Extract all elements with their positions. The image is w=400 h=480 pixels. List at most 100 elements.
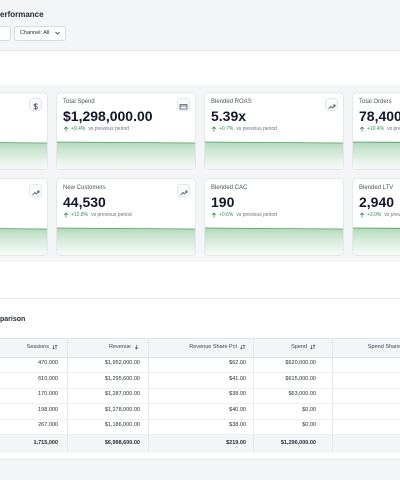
filter-label: Channel: All (20, 30, 50, 36)
kpi-value: $1,298,000.00 (63, 108, 153, 124)
table-cell: $1,295,600.00 (104, 375, 140, 382)
table-cell: $1,287,000.00 (104, 391, 140, 397)
kpi-card (0, 178, 48, 256)
column-header: Revenue Share Pct (189, 344, 246, 350)
kpi-change-row: +0.6% vs previous period (211, 212, 277, 218)
kpi-card: Blended ROAS 5.39x +0.7% vs previous period (204, 92, 344, 170)
sort-icon[interactable] (134, 344, 140, 350)
up-arrow (359, 212, 365, 218)
table-cell: $1,278,000.00 (104, 406, 140, 413)
page-title: erformance (0, 10, 44, 19)
table-cell: 470,000 (38, 360, 58, 366)
sort-icon[interactable] (240, 344, 246, 350)
kpi-card: Total Orders 78,400 +10.4%vs previous peri… (352, 92, 400, 170)
icon-box (177, 184, 190, 197)
kpi-value: 190 (211, 194, 235, 210)
kpi-change: +10.4% (367, 126, 385, 132)
header-bar (0, 0, 400, 51)
kpi-change: +3.0% (367, 212, 382, 218)
kpi-card: New Customers 44,530 +12.8% vs previous per… (56, 178, 196, 256)
kpi-note: vs previous period (236, 212, 277, 218)
kpi-change: +12.8% (71, 212, 89, 218)
kpi-change-row: +0.7% vs previous period (211, 126, 277, 132)
kpi-note: vs previous period (88, 126, 129, 132)
kpi-label: Blended LTV (359, 185, 394, 191)
table-panel (0, 298, 400, 460)
kpi-value: 5.39x (211, 108, 247, 124)
row-divider (0, 387, 400, 389)
sparkline (205, 141, 343, 169)
table-cell: $38.00 (229, 422, 246, 428)
column-divider (253, 338, 254, 452)
sort-icon[interactable] (310, 344, 316, 350)
sparkline (57, 141, 195, 169)
table-cell: 170,000 (38, 391, 58, 397)
column-divider (67, 338, 68, 452)
sparkline (205, 227, 343, 255)
icon-box (325, 98, 338, 111)
card-icon (180, 190, 188, 196)
table-cell: $38.00 (229, 391, 246, 397)
total-cell: $1,296,000.00 (280, 440, 316, 446)
kpi-change: +9.4% (71, 126, 86, 132)
table-cell: $0.00 (302, 422, 316, 428)
kpi-note: vs previous period (384, 212, 400, 218)
icon-box (29, 184, 42, 197)
column-divider (332, 338, 333, 452)
table-cell: $620,000.00 (285, 360, 316, 366)
up-arrow (63, 212, 69, 218)
up-arrow (211, 212, 217, 218)
kpi-change-row: +3.0%vs previous period (359, 212, 400, 218)
kpi-card: Blended LTV 2,940 +3.0%vs previous period (352, 178, 400, 256)
kpi-label: Blended ROAS (211, 99, 252, 105)
kpi-change-row: +9.4% vs previous period (63, 126, 129, 132)
kpi-card (0, 92, 48, 170)
kpi-label: Total Orders (359, 99, 392, 105)
column-label: Spend Share (367, 344, 400, 350)
chevron (55, 31, 61, 35)
table-cell: $41.00 (229, 375, 246, 382)
filter-button[interactable] (0, 26, 11, 41)
kpi-label: Blended CAC (211, 185, 248, 191)
table-cell: 198,000 (38, 406, 58, 413)
kpi-value: 2,940 (359, 194, 395, 210)
up-arrow (359, 126, 365, 132)
row-divider (0, 418, 400, 420)
table-header (0, 338, 400, 358)
table-cell: $615,000.00 (285, 375, 316, 382)
kpi-change: +0.6% (219, 212, 234, 218)
table-cell: $62.00 (229, 360, 246, 366)
column-header: Spend (291, 344, 316, 350)
row-divider (0, 372, 400, 373)
card-icon (33, 103, 38, 110)
kpi-value: 78,400 (359, 108, 400, 124)
table-cell: $1,952,000.00 (104, 360, 140, 366)
spacer (0, 51, 400, 85)
column-divider (148, 338, 149, 452)
total-cell: $219.00 (226, 440, 246, 446)
row-divider (0, 434, 400, 435)
up-arrow (211, 126, 217, 132)
kpi-change: +0.7% (219, 126, 234, 132)
kpi-note: vs previous period (387, 126, 400, 132)
column-label: Spend (291, 344, 307, 350)
table-cell: $0.00 (302, 406, 316, 413)
column-header: Revenue (109, 344, 140, 350)
kpi-change-row: +12.8% vs previous period (63, 212, 132, 218)
table-cell: 610,000 (38, 375, 58, 382)
table-cell: 267,000 (38, 422, 58, 428)
column-label: Sessions (26, 344, 49, 350)
sparkline (0, 142, 47, 169)
column-header: Spend Share (368, 344, 400, 350)
kpi-value: 44,530 (63, 194, 106, 210)
total-cell: $6,998,600.00 (104, 440, 140, 446)
channel-filter[interactable]: Channel: All (14, 26, 67, 41)
row-divider (0, 403, 400, 404)
table-cell: $1,186,000.00 (104, 422, 140, 428)
kpi-card: Total Spend $1,298,000.00 +9.4% vs previous… (56, 92, 196, 170)
total-row (0, 434, 400, 453)
table-cell: $63,000.00 (288, 391, 316, 397)
sort-icon[interactable] (52, 344, 58, 350)
kpi-note: vs previous period (236, 126, 277, 132)
